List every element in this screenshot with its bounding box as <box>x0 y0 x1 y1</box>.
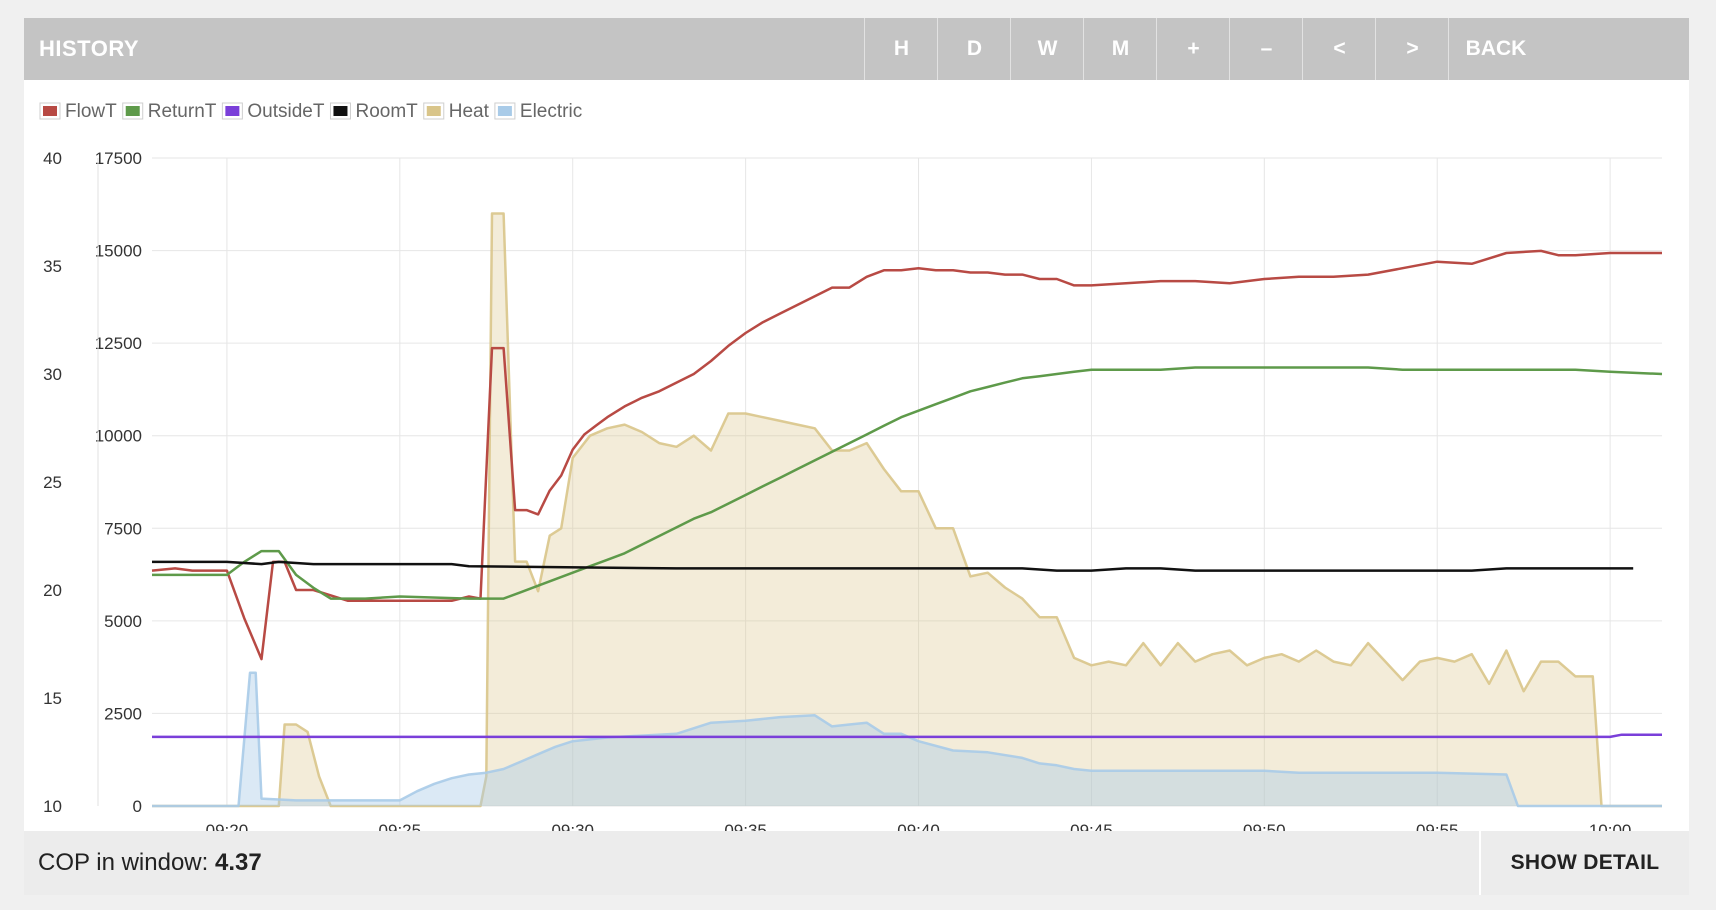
month-button[interactable]: M <box>1083 18 1157 80</box>
roomt-legend-swatch <box>333 106 348 116</box>
electric-outline <box>152 671 1662 808</box>
y-right-tick-label: 7500 <box>104 519 142 538</box>
back-button[interactable]: BACK <box>1448 18 1543 80</box>
y-right-tick-label: 12500 <box>95 334 142 353</box>
x-tick-label: 09:20 <box>206 821 249 831</box>
y-left-tick-label: 40 <box>43 149 62 168</box>
returnt-legend-label: ReturnT <box>148 101 217 122</box>
flowt-legend-swatch <box>43 106 57 116</box>
show-detail-button[interactable]: SHOW DETAIL <box>1479 831 1689 895</box>
electric-legend-swatch <box>497 106 512 116</box>
outsidet-legend-swatch <box>225 106 240 116</box>
cop-readout: COP in window: 4.37 <box>38 831 262 895</box>
area-series <box>152 212 1662 808</box>
y-left-tick-label: 25 <box>43 473 62 492</box>
y-left-tick-label: 15 <box>43 689 62 708</box>
returnt-legend-swatch <box>125 106 140 116</box>
flowt-legend-label: FlowT <box>65 101 117 122</box>
grid <box>152 157 1662 807</box>
legend: FlowT ReturnT OutsideT RoomT Heat Electric <box>39 101 582 122</box>
pan-right-button[interactable]: > <box>1375 18 1449 80</box>
y-left-tick-label: 10 <box>43 797 62 816</box>
heat-area <box>152 213 1662 806</box>
heat-legend-label: Heat <box>449 101 490 122</box>
roomt-legend-label: RoomT <box>355 101 418 122</box>
x-tick-label: 09:45 <box>1070 821 1113 831</box>
footer-bar: COP in window: 4.37 SHOW DETAIL <box>24 831 1689 895</box>
x-tick-label: 09:50 <box>1243 821 1286 831</box>
cop-label: COP in window: <box>38 849 209 876</box>
heat-legend-swatch <box>426 106 441 116</box>
toolbar: HISTORY H D W M + – < > BACK <box>24 18 1689 80</box>
y-right-tick-label: 0 <box>133 797 142 816</box>
page-title: HISTORY <box>39 36 140 61</box>
day-button[interactable]: D <box>937 18 1011 80</box>
returnt-line <box>152 366 1663 600</box>
y-left-tick-label: 35 <box>43 257 62 276</box>
y-right-tick-label: 10000 <box>95 427 142 446</box>
x-tick-label: 09:25 <box>379 821 422 831</box>
outsidet-line <box>152 733 1662 739</box>
x-tick-label: 09:30 <box>551 821 594 831</box>
hour-button[interactable]: H <box>864 18 938 80</box>
flowt-line <box>151 249 1662 661</box>
y-right-tick-label: 15000 <box>95 242 142 261</box>
x-tick-label: 09:55 <box>1416 821 1459 831</box>
x-tick-label: 10:00 <box>1589 821 1632 831</box>
x-tick-label: 09:40 <box>897 821 940 831</box>
y-right-tick-label: 17500 <box>95 149 142 168</box>
y-left-tick-label: 30 <box>43 365 62 384</box>
electric-legend-label: Electric <box>520 101 582 122</box>
axes: 0 2500 5000 7500 10000 12500 15000 17500 10 15 20 2… <box>43 149 1631 831</box>
zoom-out-button[interactable]: – <box>1229 18 1303 80</box>
y-right-tick-label: 2500 <box>104 704 142 723</box>
outsidet-legend-label: OutsideT <box>247 101 324 122</box>
y-left-tick-label: 20 <box>43 581 62 600</box>
line-series <box>151 249 1663 739</box>
cop-value: 4.37 <box>214 849 262 876</box>
history-panel: HISTORY H D W M + – < > BACK 0 2500 5000 75… <box>24 18 1689 895</box>
week-button[interactable]: W <box>1010 18 1084 80</box>
history-chart: 0 2500 5000 7500 10000 12500 15000 17500 10 15 20 2… <box>39 101 1663 831</box>
zoom-in-button[interactable]: + <box>1156 18 1230 80</box>
pan-left-button[interactable]: < <box>1302 18 1376 80</box>
x-tick-label: 09:35 <box>724 821 767 831</box>
y-right-tick-label: 5000 <box>104 612 142 631</box>
roomt-line <box>152 560 1634 572</box>
